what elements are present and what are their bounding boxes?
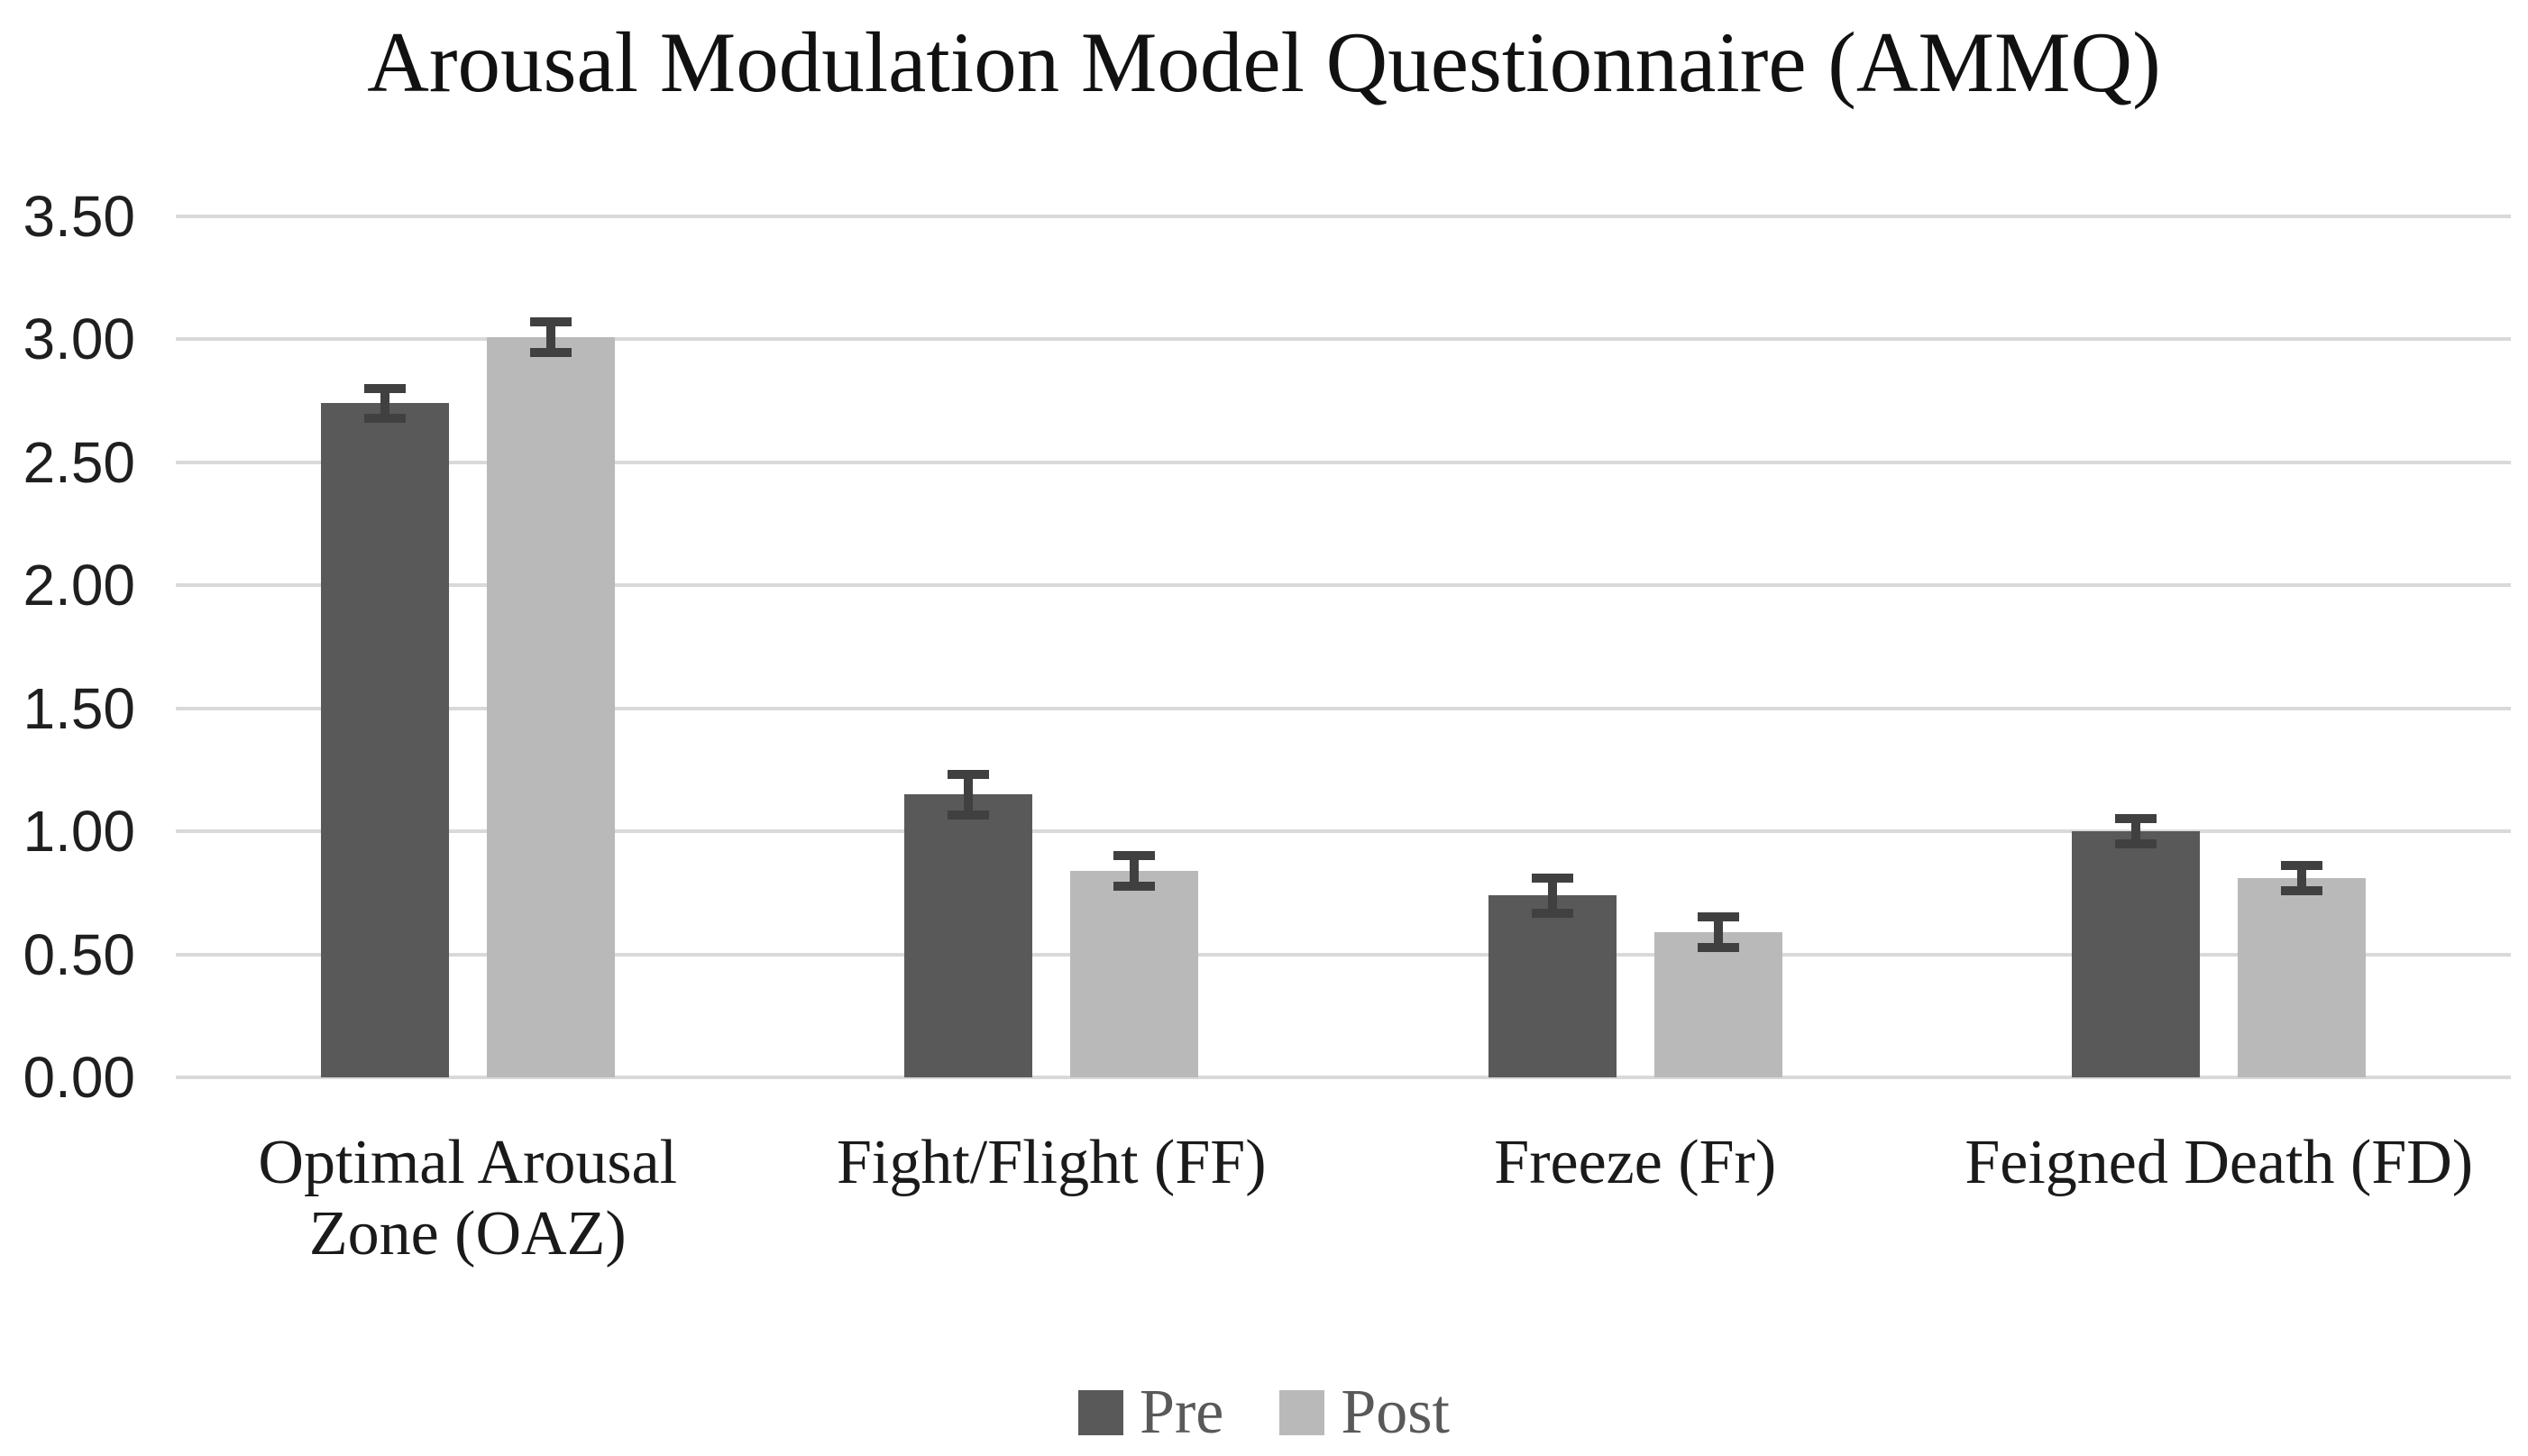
category-label-fd: Feigned Death (FD)	[1928, 1127, 2512, 1198]
y-tick-label-0.00: 0.00	[23, 1045, 135, 1110]
pre-bar-ff	[904, 794, 1033, 1077]
post-error-bar-ff	[1130, 850, 1140, 891]
legend-item-post: Post	[1279, 1381, 1450, 1444]
post-bar-fr	[1653, 932, 1782, 1077]
gridline-1.00	[176, 829, 2511, 834]
category-label-line: Freeze (Fr)	[1494, 1128, 1777, 1197]
post-error-bar-oaz	[545, 316, 555, 357]
pre-error-bar-fr	[1547, 873, 1557, 918]
y-tick-label-2.50: 2.50	[23, 429, 135, 495]
pre-error-cap-bottom-oaz	[363, 414, 406, 424]
pre-bar-fr	[1488, 895, 1617, 1077]
post-error-cap-bottom-ff	[1113, 881, 1156, 891]
post-error-cap-bottom-oaz	[529, 347, 572, 357]
gridline-1.50	[176, 706, 2511, 710]
pre-error-cap-bottom-fd	[2115, 839, 2157, 849]
post-error-cap-top-fr	[1697, 912, 1739, 922]
category-label-ff: Fight/Flight (FF)	[760, 1127, 1344, 1198]
pre-error-cap-bottom-ff	[948, 810, 990, 820]
pre-error-bar-ff	[964, 769, 974, 820]
category-label-line: Optimal Arousal	[258, 1128, 678, 1197]
post-error-cap-top-fd	[2281, 860, 2323, 870]
legend-label-pre: Pre	[1140, 1378, 1224, 1447]
legend-label-post: Post	[1341, 1378, 1450, 1447]
post-bar-fd	[2238, 877, 2367, 1077]
chart-title: Arousal Modulation Model Questionnaire (…	[367, 14, 2161, 110]
post-bar-ff	[1070, 870, 1199, 1077]
category-label-line: Zone (OAZ)	[308, 1199, 627, 1268]
gridline-3.00	[176, 337, 2511, 342]
legend-item-pre: Pre	[1078, 1381, 1223, 1444]
pre-bar-oaz	[320, 403, 449, 1077]
legend: Pre Post	[0, 1381, 2528, 1444]
post-bar-oaz	[486, 336, 615, 1077]
y-tick-label-3.00: 3.00	[23, 307, 135, 372]
post-error-cap-top-oaz	[529, 316, 572, 326]
gridline-0.00	[176, 1076, 2511, 1079]
y-tick-label-1.50: 1.50	[23, 675, 135, 741]
pre-error-bar-oaz	[380, 383, 389, 424]
gridline-2.00	[176, 583, 2511, 588]
post-series-swatch-icon	[1279, 1390, 1325, 1435]
y-tick-label-3.50: 3.50	[23, 184, 135, 249]
pre-error-cap-top-ff	[948, 769, 990, 779]
post-error-cap-bottom-fr	[1697, 942, 1739, 952]
pre-error-bar-fd	[2131, 814, 2141, 849]
plot-area	[176, 215, 2511, 1079]
y-tick-label-1.00: 1.00	[23, 799, 135, 865]
pre-error-cap-top-fr	[1531, 873, 1573, 883]
category-label-line: Feigned Death (FD)	[1965, 1128, 2474, 1197]
category-label-oaz: Optimal Arousal Zone (OAZ)	[176, 1127, 760, 1269]
category-label-fr: Freeze (Fr)	[1343, 1127, 1928, 1198]
pre-error-cap-bottom-fr	[1531, 908, 1573, 918]
post-error-cap-top-ff	[1113, 850, 1156, 860]
pre-error-cap-top-fd	[2115, 814, 2157, 824]
y-tick-label-0.50: 0.50	[23, 921, 135, 987]
y-tick-label-2.00: 2.00	[23, 553, 135, 618]
pre-error-cap-top-oaz	[363, 383, 406, 393]
post-error-bar-fd	[2297, 860, 2307, 896]
gridline-2.50	[176, 460, 2511, 464]
pre-bar-fd	[2072, 831, 2201, 1077]
post-error-bar-fr	[1713, 912, 1723, 952]
pre-series-swatch-icon	[1078, 1390, 1124, 1435]
category-label-line: Fight/Flight (FF)	[836, 1128, 1267, 1197]
gridline-3.50	[176, 215, 2511, 218]
gridline-0.50	[176, 952, 2511, 957]
post-error-cap-bottom-fd	[2281, 886, 2323, 896]
